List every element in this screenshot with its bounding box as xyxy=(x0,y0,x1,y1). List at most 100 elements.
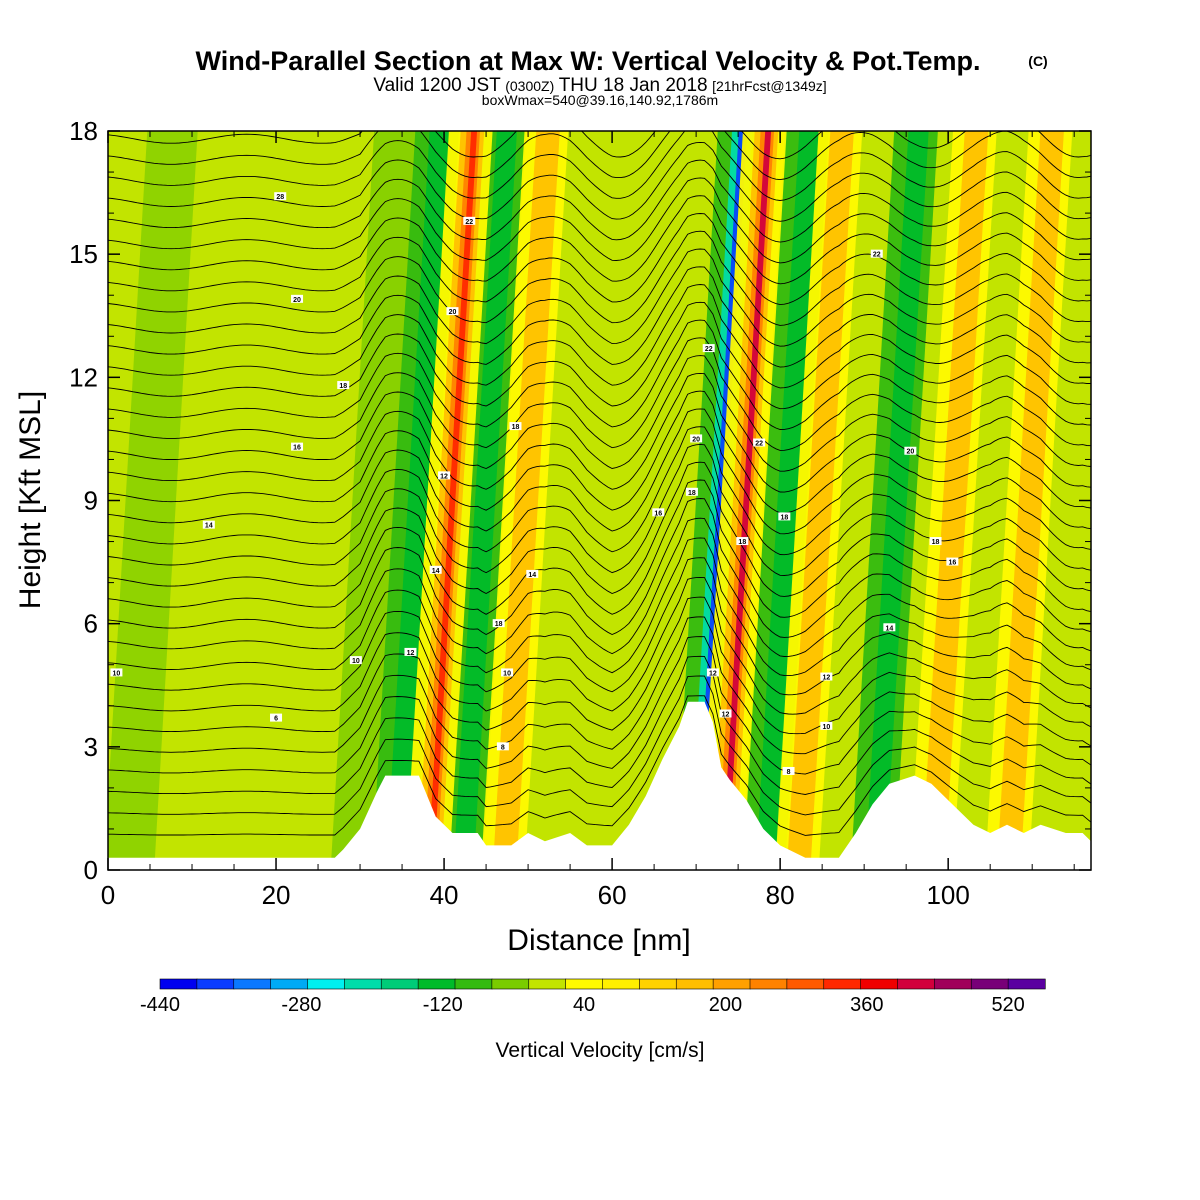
contour-label-bg xyxy=(946,557,959,566)
contour-label-text: 14 xyxy=(885,625,893,632)
x-tick-label: 60 xyxy=(598,880,627,910)
x-tick-label: 40 xyxy=(430,880,459,910)
contour-label: 28 xyxy=(274,192,287,201)
contour-label-bg xyxy=(685,487,698,496)
velocity-band xyxy=(386,131,450,870)
contour-label: 16 xyxy=(946,557,959,567)
velocity-band xyxy=(721,131,772,870)
colorbar-swatch xyxy=(823,978,862,990)
contour-label-text: 22 xyxy=(873,252,881,259)
contour-label-text: 10 xyxy=(503,670,511,677)
colorbar-swatch xyxy=(860,978,899,990)
contour-label-bg xyxy=(274,192,287,201)
theta-contour xyxy=(108,266,1091,368)
colorbar-tick-label: -280 xyxy=(281,994,321,1016)
x-tick-label: 100 xyxy=(926,880,969,910)
contour-label-text: 14 xyxy=(432,568,440,575)
contour-label-text: 12 xyxy=(440,473,448,480)
colorbar-tick-label: 200 xyxy=(709,994,742,1016)
contour-label-text: 20 xyxy=(906,449,914,456)
valid-utc-label: (0300Z) xyxy=(505,78,554,94)
x-tick-label: 80 xyxy=(766,880,795,910)
contour-label: 16 xyxy=(652,508,665,517)
colorbar-swatch xyxy=(307,978,345,990)
contour-label-text: 20 xyxy=(449,309,457,316)
theta-contour xyxy=(108,319,1091,430)
theta-contour xyxy=(108,557,1091,696)
contour-label: 18 xyxy=(736,537,749,546)
velocity-band xyxy=(864,131,929,870)
theta-contour xyxy=(108,408,1091,535)
theta-contour xyxy=(108,159,1091,243)
colorbar-swatch xyxy=(897,978,935,990)
y-axis-ticks: 0 3 6 9 12 15 18 xyxy=(69,116,1091,885)
contour-label: 22 xyxy=(753,438,766,448)
velocity-band xyxy=(786,131,854,870)
contour-label-text: 18 xyxy=(688,490,696,497)
contour-label-text: 6 xyxy=(274,716,278,723)
y-tick-label: 3 xyxy=(84,732,98,762)
contour-label-text: 8 xyxy=(501,744,505,751)
theta-contour xyxy=(108,284,1091,389)
velocity-band xyxy=(427,131,478,870)
contour-label-bg xyxy=(929,537,942,546)
contour-label-text: 14 xyxy=(528,572,536,579)
contour-label-bg xyxy=(526,569,539,578)
contour-label-text: 16 xyxy=(293,445,301,452)
contour-label-text: 20 xyxy=(293,297,301,304)
contour-label: 20 xyxy=(690,434,703,443)
contour-label: 10 xyxy=(820,721,833,731)
contour-label: 12 xyxy=(706,668,719,677)
contour-label-bg xyxy=(652,508,665,517)
velocity-band xyxy=(996,131,1064,870)
forecast-info-label: [21hrFcst@1349z] xyxy=(712,78,827,94)
contour-label-bg xyxy=(706,668,719,677)
theta-contour xyxy=(108,461,1091,597)
y-tick-label: 6 xyxy=(84,609,98,639)
contour-label: 8 xyxy=(496,742,509,751)
contour-label-bg xyxy=(202,520,215,529)
velocity-band xyxy=(492,131,560,870)
y-tick-label: 0 xyxy=(84,855,98,885)
theta-contour xyxy=(108,636,1091,775)
contour-label: 18 xyxy=(509,422,522,431)
theta-contour xyxy=(108,675,1091,816)
contour-label: 12 xyxy=(719,709,732,718)
x-tick-label: 20 xyxy=(262,880,291,910)
max-w-box-info: boxWmax=540@39.16,140.92,1786m xyxy=(482,92,718,108)
colorbar-swatch xyxy=(565,978,604,990)
contour-label-bg xyxy=(270,713,283,722)
contour-labels: 10 6 10 14 16 18 20 28 12 14 12 20 22 8 10 18 18 14 16 18 20… xyxy=(110,192,959,776)
theta-contour xyxy=(108,337,1091,451)
velocity-band xyxy=(921,131,989,870)
contour-label-text: 8 xyxy=(787,769,791,776)
theta-contour xyxy=(108,230,1091,326)
x-axis-ticks: 0 20 40 60 80 100 xyxy=(101,131,1075,910)
colorbar xyxy=(159,978,1046,990)
valid-time-label: Valid 1200 JST xyxy=(373,75,501,96)
colorbar-swatch xyxy=(675,978,714,990)
valid-date-label: THU 18 Jan 2018 xyxy=(559,75,708,96)
colorbar-swatch xyxy=(344,978,382,990)
contour-label-bg xyxy=(496,742,509,751)
contour-label: 22 xyxy=(463,216,476,226)
contour-label-text: 18 xyxy=(738,539,746,546)
colorbar-swatch xyxy=(491,978,530,990)
colorbar-swatch xyxy=(380,978,419,990)
colorbar-swatch xyxy=(454,978,493,990)
contour-label: 18 xyxy=(778,512,791,521)
colorbar-swatch xyxy=(196,978,235,990)
colorbar-swatch xyxy=(970,978,1009,990)
contour-label: 18 xyxy=(929,537,942,546)
contour-label-text: 18 xyxy=(512,424,520,431)
contour-label-bg xyxy=(349,656,362,665)
contour-label-text: 18 xyxy=(932,539,940,546)
contour-label-bg xyxy=(446,307,459,316)
potential-temperature-contours xyxy=(108,131,1091,836)
contour-label-bg xyxy=(778,512,791,521)
colorbar-swatch xyxy=(639,978,677,990)
theta-contour xyxy=(108,195,1091,285)
theta-contour xyxy=(108,390,1091,514)
theta-contour xyxy=(108,426,1091,556)
